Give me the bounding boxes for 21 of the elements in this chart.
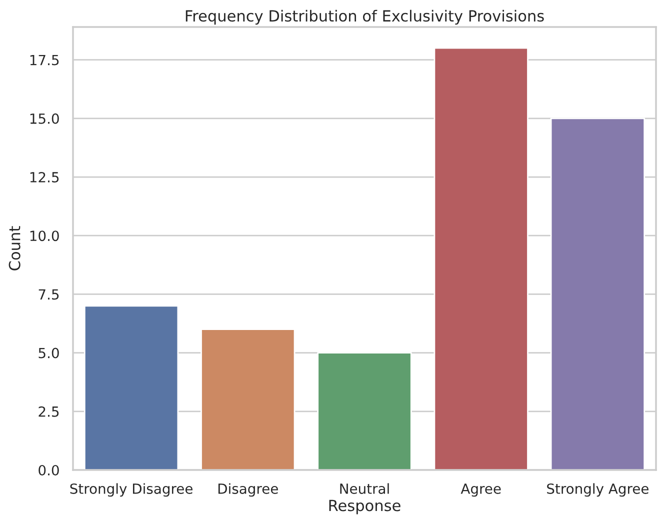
y-tick-label: 0.0 (38, 464, 59, 476)
y-tick-label: 17.5 (30, 54, 59, 66)
bar (550, 118, 646, 470)
x-tick-label: Strongly Disagree (70, 483, 192, 497)
x-tick-label: Agree (460, 484, 501, 497)
x-tick-label: Disagree (218, 483, 278, 497)
y-tick-label: 15.0 (30, 113, 59, 124)
bar (317, 352, 412, 470)
y-axis-title: Count (8, 226, 20, 270)
y-tick-label: 5.0 (38, 348, 59, 358)
bar (200, 328, 296, 470)
x-tick-label: Neutral (340, 483, 389, 494)
bar (434, 47, 528, 470)
y-tick-label: 7.5 (38, 289, 59, 300)
y-tick-label: 10.0 (30, 230, 59, 242)
x-axis-title: Response (329, 500, 400, 514)
y-tick-label: 12.5 (30, 172, 59, 182)
x-tick-label: Strongly Agree (547, 483, 648, 497)
chart-title: Frequency Distribution of Exclusivity Provisions (186, 10, 544, 25)
y-tick-label: 2.5 (38, 406, 59, 417)
bar (84, 305, 179, 470)
